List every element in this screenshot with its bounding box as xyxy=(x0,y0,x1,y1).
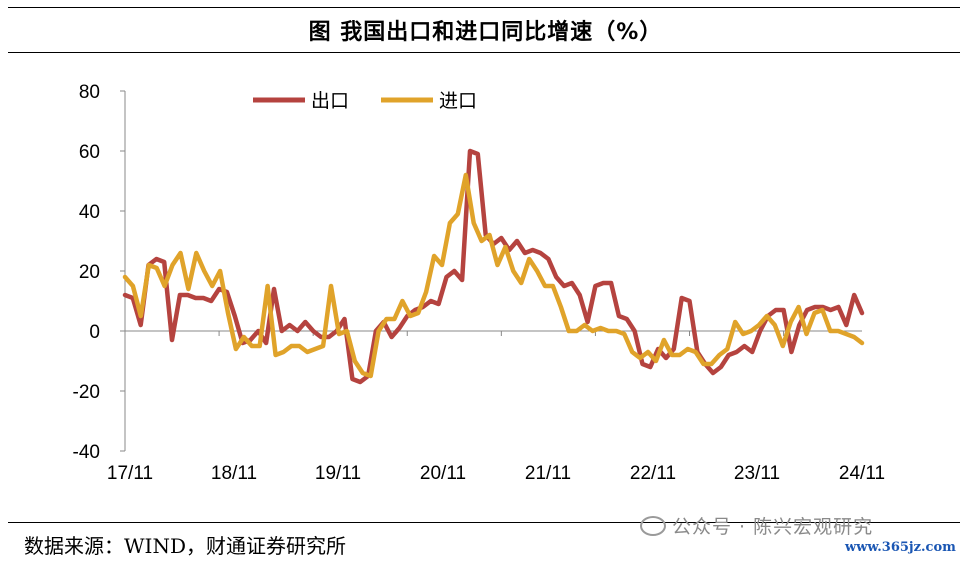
wechat-icon xyxy=(640,516,666,536)
legend-label-import: 进口 xyxy=(439,90,477,112)
x-tick-label: 18/11 xyxy=(211,463,257,484)
x-tick-label: 24/11 xyxy=(839,463,885,484)
bottom-rule xyxy=(8,522,960,523)
x-tick-label: 20/11 xyxy=(420,463,466,484)
x-tick-label: 19/11 xyxy=(315,463,361,484)
y-tick-label: 80 xyxy=(79,82,100,103)
y-tick-label: 40 xyxy=(79,202,100,223)
source-note: 数据来源：WIND，财通证券研究所 xyxy=(24,534,346,558)
y-tick-label: -20 xyxy=(73,382,100,403)
title-rule xyxy=(8,52,960,53)
chart-title: 图 我国出口和进口同比增速（%） xyxy=(308,20,663,45)
y-tick-label: 0 xyxy=(89,322,100,343)
x-tick-label: 23/11 xyxy=(734,463,780,484)
site-badge: www.365jz.com xyxy=(845,540,956,555)
x-tick-label: 22/11 xyxy=(630,463,676,484)
line-chart: -40 -20 0 20 40 60 80 17/11 18/11 19/11 20/11 21/11… xyxy=(73,82,886,484)
y-tick-label: -40 xyxy=(73,442,100,463)
watermark-text: 公众号 · 陈兴宏观研究 xyxy=(672,516,874,538)
watermark: 公众号 · 陈兴宏观研究 xyxy=(640,512,873,539)
top-rule xyxy=(8,7,960,8)
y-tick-label: 20 xyxy=(79,262,100,283)
x-tick-label: 21/11 xyxy=(525,463,571,484)
series-line-import xyxy=(122,172,865,379)
legend-label-export: 出口 xyxy=(311,90,349,112)
x-tick-label: 17/11 xyxy=(107,463,153,484)
y-tick-label: 60 xyxy=(79,142,100,163)
